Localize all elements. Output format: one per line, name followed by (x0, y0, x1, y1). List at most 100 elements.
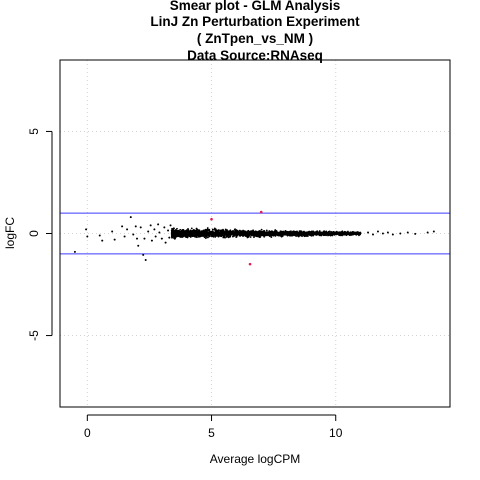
data-point (134, 225, 137, 228)
data-point (259, 232, 262, 235)
data-point (153, 228, 156, 231)
data-point (249, 236, 252, 238)
data-point (229, 235, 232, 238)
highlight-point (248, 262, 252, 266)
data-point (312, 233, 315, 236)
data-point (185, 234, 187, 237)
title-line-4: Data Source:RNAseq (187, 48, 323, 63)
highlight-point (210, 217, 213, 221)
data-point (236, 231, 239, 234)
data-point (183, 230, 186, 233)
y-axis: -5 0 5 (27, 128, 53, 341)
data-point (247, 233, 250, 236)
data-point (231, 235, 234, 238)
data-point (376, 230, 379, 233)
data-point (314, 231, 317, 234)
data-point (187, 227, 189, 230)
data-point (204, 237, 207, 240)
data-point (274, 231, 277, 234)
data-point (268, 230, 271, 232)
data-point (212, 232, 215, 234)
data-point (136, 237, 139, 240)
data-point (290, 230, 292, 233)
data-point (381, 232, 384, 235)
data-point (178, 232, 181, 235)
data-point (149, 224, 152, 227)
data-point (332, 231, 335, 234)
data-point (256, 232, 259, 235)
data-point (191, 235, 194, 237)
data-point (257, 230, 260, 233)
data-point (232, 233, 235, 236)
data-point (279, 234, 282, 237)
data-point (258, 230, 261, 233)
data-point (295, 235, 297, 237)
data-point (129, 216, 132, 219)
data-point (327, 232, 330, 234)
data-point (371, 233, 374, 236)
data-point (298, 234, 301, 237)
data-point (399, 232, 402, 235)
data-point (266, 231, 269, 234)
data-point (414, 232, 417, 235)
data-point (266, 234, 269, 237)
data-point (351, 232, 354, 234)
data-point (214, 235, 217, 238)
data-point (339, 232, 342, 235)
data-point (386, 231, 389, 234)
data-point (204, 230, 207, 232)
data-point (182, 235, 184, 238)
data-point (325, 233, 328, 235)
data-point (322, 232, 325, 234)
data-point (303, 234, 306, 237)
data-point (287, 231, 289, 234)
data-point (432, 230, 435, 233)
data-point (285, 231, 287, 234)
data-point (192, 231, 194, 234)
data-point (154, 235, 157, 238)
data-point (279, 230, 282, 233)
data-point (262, 233, 265, 235)
data-point (274, 229, 277, 231)
data-point (329, 234, 332, 237)
data-point (228, 233, 231, 235)
x-axis: 0 5 10 (84, 414, 343, 440)
data-point (277, 233, 280, 236)
data-point (235, 232, 238, 235)
x-tick-label: 10 (329, 426, 343, 440)
y-axis-label: logFC (3, 217, 17, 249)
plot-title: Smear plot - GLM Analysis LinJ Zn Pertur… (150, 0, 360, 63)
data-point (86, 235, 89, 238)
data-point (211, 228, 214, 231)
data-point (158, 231, 161, 234)
data-point (164, 241, 167, 244)
data-point (121, 225, 124, 228)
data-point (300, 234, 303, 237)
data-point (344, 231, 347, 233)
data-point (173, 234, 176, 237)
data-point (280, 232, 283, 234)
data-point (240, 230, 243, 233)
data-point (179, 233, 182, 236)
data-point (335, 231, 338, 234)
data-point (160, 237, 163, 240)
data-point (288, 234, 291, 237)
data-point (233, 229, 236, 231)
data-point (173, 231, 176, 234)
data-point (264, 234, 267, 237)
data-point (262, 234, 265, 237)
data-point (260, 230, 263, 233)
threshold-lines (60, 212, 450, 255)
y-tick-label: 5 (27, 128, 41, 135)
title-line-1: Smear plot - GLM Analysis (170, 0, 341, 13)
data-point (178, 230, 181, 233)
data-point (242, 235, 245, 237)
data-point (331, 233, 334, 236)
data-point (195, 234, 198, 237)
data-point (200, 230, 203, 233)
data-point (205, 235, 208, 238)
data-point (163, 226, 166, 229)
data-point (167, 229, 170, 232)
data-point (260, 234, 263, 237)
